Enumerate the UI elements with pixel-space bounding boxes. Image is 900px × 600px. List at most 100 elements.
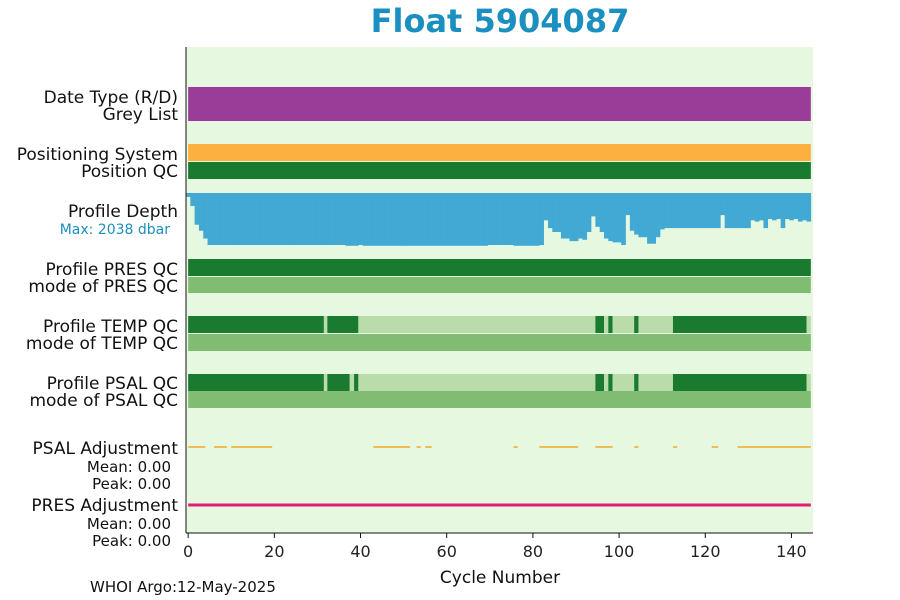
depth-bar <box>242 193 247 246</box>
depth-bar <box>698 193 704 229</box>
psal-qc-segment <box>358 374 596 391</box>
depth-bar <box>470 193 476 246</box>
depth-bar <box>418 193 424 246</box>
chart-title: Float 5904087 <box>370 2 630 40</box>
depth-bar <box>582 193 588 240</box>
depth-bar <box>681 193 687 229</box>
depth-bar <box>802 193 807 221</box>
depth-bar <box>388 193 394 246</box>
depth-bar <box>259 193 264 246</box>
psal-qc-segment <box>806 374 811 391</box>
depth-bar <box>634 193 639 235</box>
depth-bar <box>526 193 532 246</box>
depth-bar <box>711 193 717 229</box>
depth-bar <box>435 193 441 246</box>
depth-bar <box>384 193 389 246</box>
x-tick-label: 100 <box>604 542 635 561</box>
depth-bar <box>754 193 760 222</box>
label-positioning-system: Positioning System <box>17 145 178 165</box>
depth-bar <box>237 193 243 246</box>
label-profile-psal-qc: Profile PSAL QC <box>47 374 178 394</box>
depth-bar <box>224 193 230 246</box>
depth-bar <box>616 193 622 243</box>
depth-bar <box>319 193 325 246</box>
depth-bar <box>733 193 738 229</box>
depth-bar <box>358 193 363 246</box>
depth-bar <box>302 193 307 246</box>
band-position-qc <box>188 162 811 179</box>
psal-qc-segment <box>323 374 328 391</box>
depth-bar <box>578 193 583 239</box>
depth-bar <box>591 193 596 217</box>
depth-bar <box>668 193 674 229</box>
depth-bar <box>806 193 812 222</box>
depth-bar <box>660 193 665 230</box>
depth-bar <box>569 193 575 242</box>
psal-qc-segment <box>672 374 807 391</box>
depth-bar <box>789 193 794 221</box>
x-tick-label: 140 <box>776 542 807 561</box>
depth-bar <box>724 193 730 229</box>
depth-bar <box>552 193 557 233</box>
depth-bar <box>298 193 303 246</box>
depth-bar <box>293 193 299 246</box>
depth-bar <box>306 193 312 246</box>
depth-bar <box>625 193 631 216</box>
temp-qc-segment <box>672 316 807 333</box>
depth-bar <box>599 193 605 233</box>
label-mode-temp-qc: mode of TEMP QC <box>26 334 178 354</box>
depth-bar <box>517 193 523 246</box>
depth-bar <box>190 193 195 207</box>
depth-bar <box>504 193 510 246</box>
temp-qc-segment <box>634 316 639 333</box>
label-profile-temp-qc: Profile TEMP QC <box>43 317 178 337</box>
psal-qc-segment <box>608 374 613 391</box>
depth-bar <box>612 193 618 243</box>
depth-bar <box>547 193 553 229</box>
temp-qc-segment <box>638 316 673 333</box>
depth-bar <box>784 193 790 220</box>
depth-bar <box>621 193 626 246</box>
temp-qc-segment <box>608 316 613 333</box>
psal-qc-segment <box>612 374 635 391</box>
depth-bar <box>707 193 713 229</box>
depth-bar <box>186 193 191 197</box>
depth-bar <box>366 193 372 246</box>
x-axis-ticks: 0 20 40 60 80 100 120 140 <box>183 533 807 561</box>
footer-credit: WHOI Argo:12-May-2025 <box>90 578 276 596</box>
depth-bar <box>720 193 725 216</box>
depth-bar <box>474 193 480 246</box>
temp-qc-segment <box>188 316 324 333</box>
label-mode-pres-qc: mode of PRES QC <box>28 277 178 297</box>
depth-bar <box>371 193 376 246</box>
x-tick-label: 60 <box>437 542 457 561</box>
depth-bar <box>263 193 269 246</box>
depth-bar <box>203 193 208 239</box>
depth-bar <box>703 193 708 229</box>
depth-bar <box>741 193 747 229</box>
depth-bar <box>716 193 721 229</box>
depth-bar <box>638 193 644 238</box>
psal-qc-segment <box>349 374 355 391</box>
depth-bar <box>556 193 562 233</box>
depth-bar <box>539 193 544 246</box>
label-profile-pres-qc: Profile PRES QC <box>45 260 178 280</box>
psal-qc-segment <box>595 374 604 391</box>
depth-bar <box>280 193 286 246</box>
label-grey-list: Grey List <box>103 105 179 125</box>
psal-qc-segment <box>327 374 350 391</box>
depth-bar <box>207 193 213 246</box>
depth-bar <box>440 193 445 246</box>
depth-bar <box>401 193 407 246</box>
label-psal-adjustment: PSAL Adjustment <box>33 439 179 459</box>
depth-bar <box>491 193 497 246</box>
x-tick-label: 40 <box>350 542 370 561</box>
depth-bar <box>448 193 454 246</box>
depth-bar <box>414 193 420 246</box>
x-tick-label: 120 <box>690 542 721 561</box>
depth-bar <box>211 193 217 246</box>
temp-qc-segment <box>806 316 811 333</box>
depth-bar <box>289 193 295 246</box>
depth-bar <box>397 193 402 246</box>
depth-bar <box>483 193 488 246</box>
